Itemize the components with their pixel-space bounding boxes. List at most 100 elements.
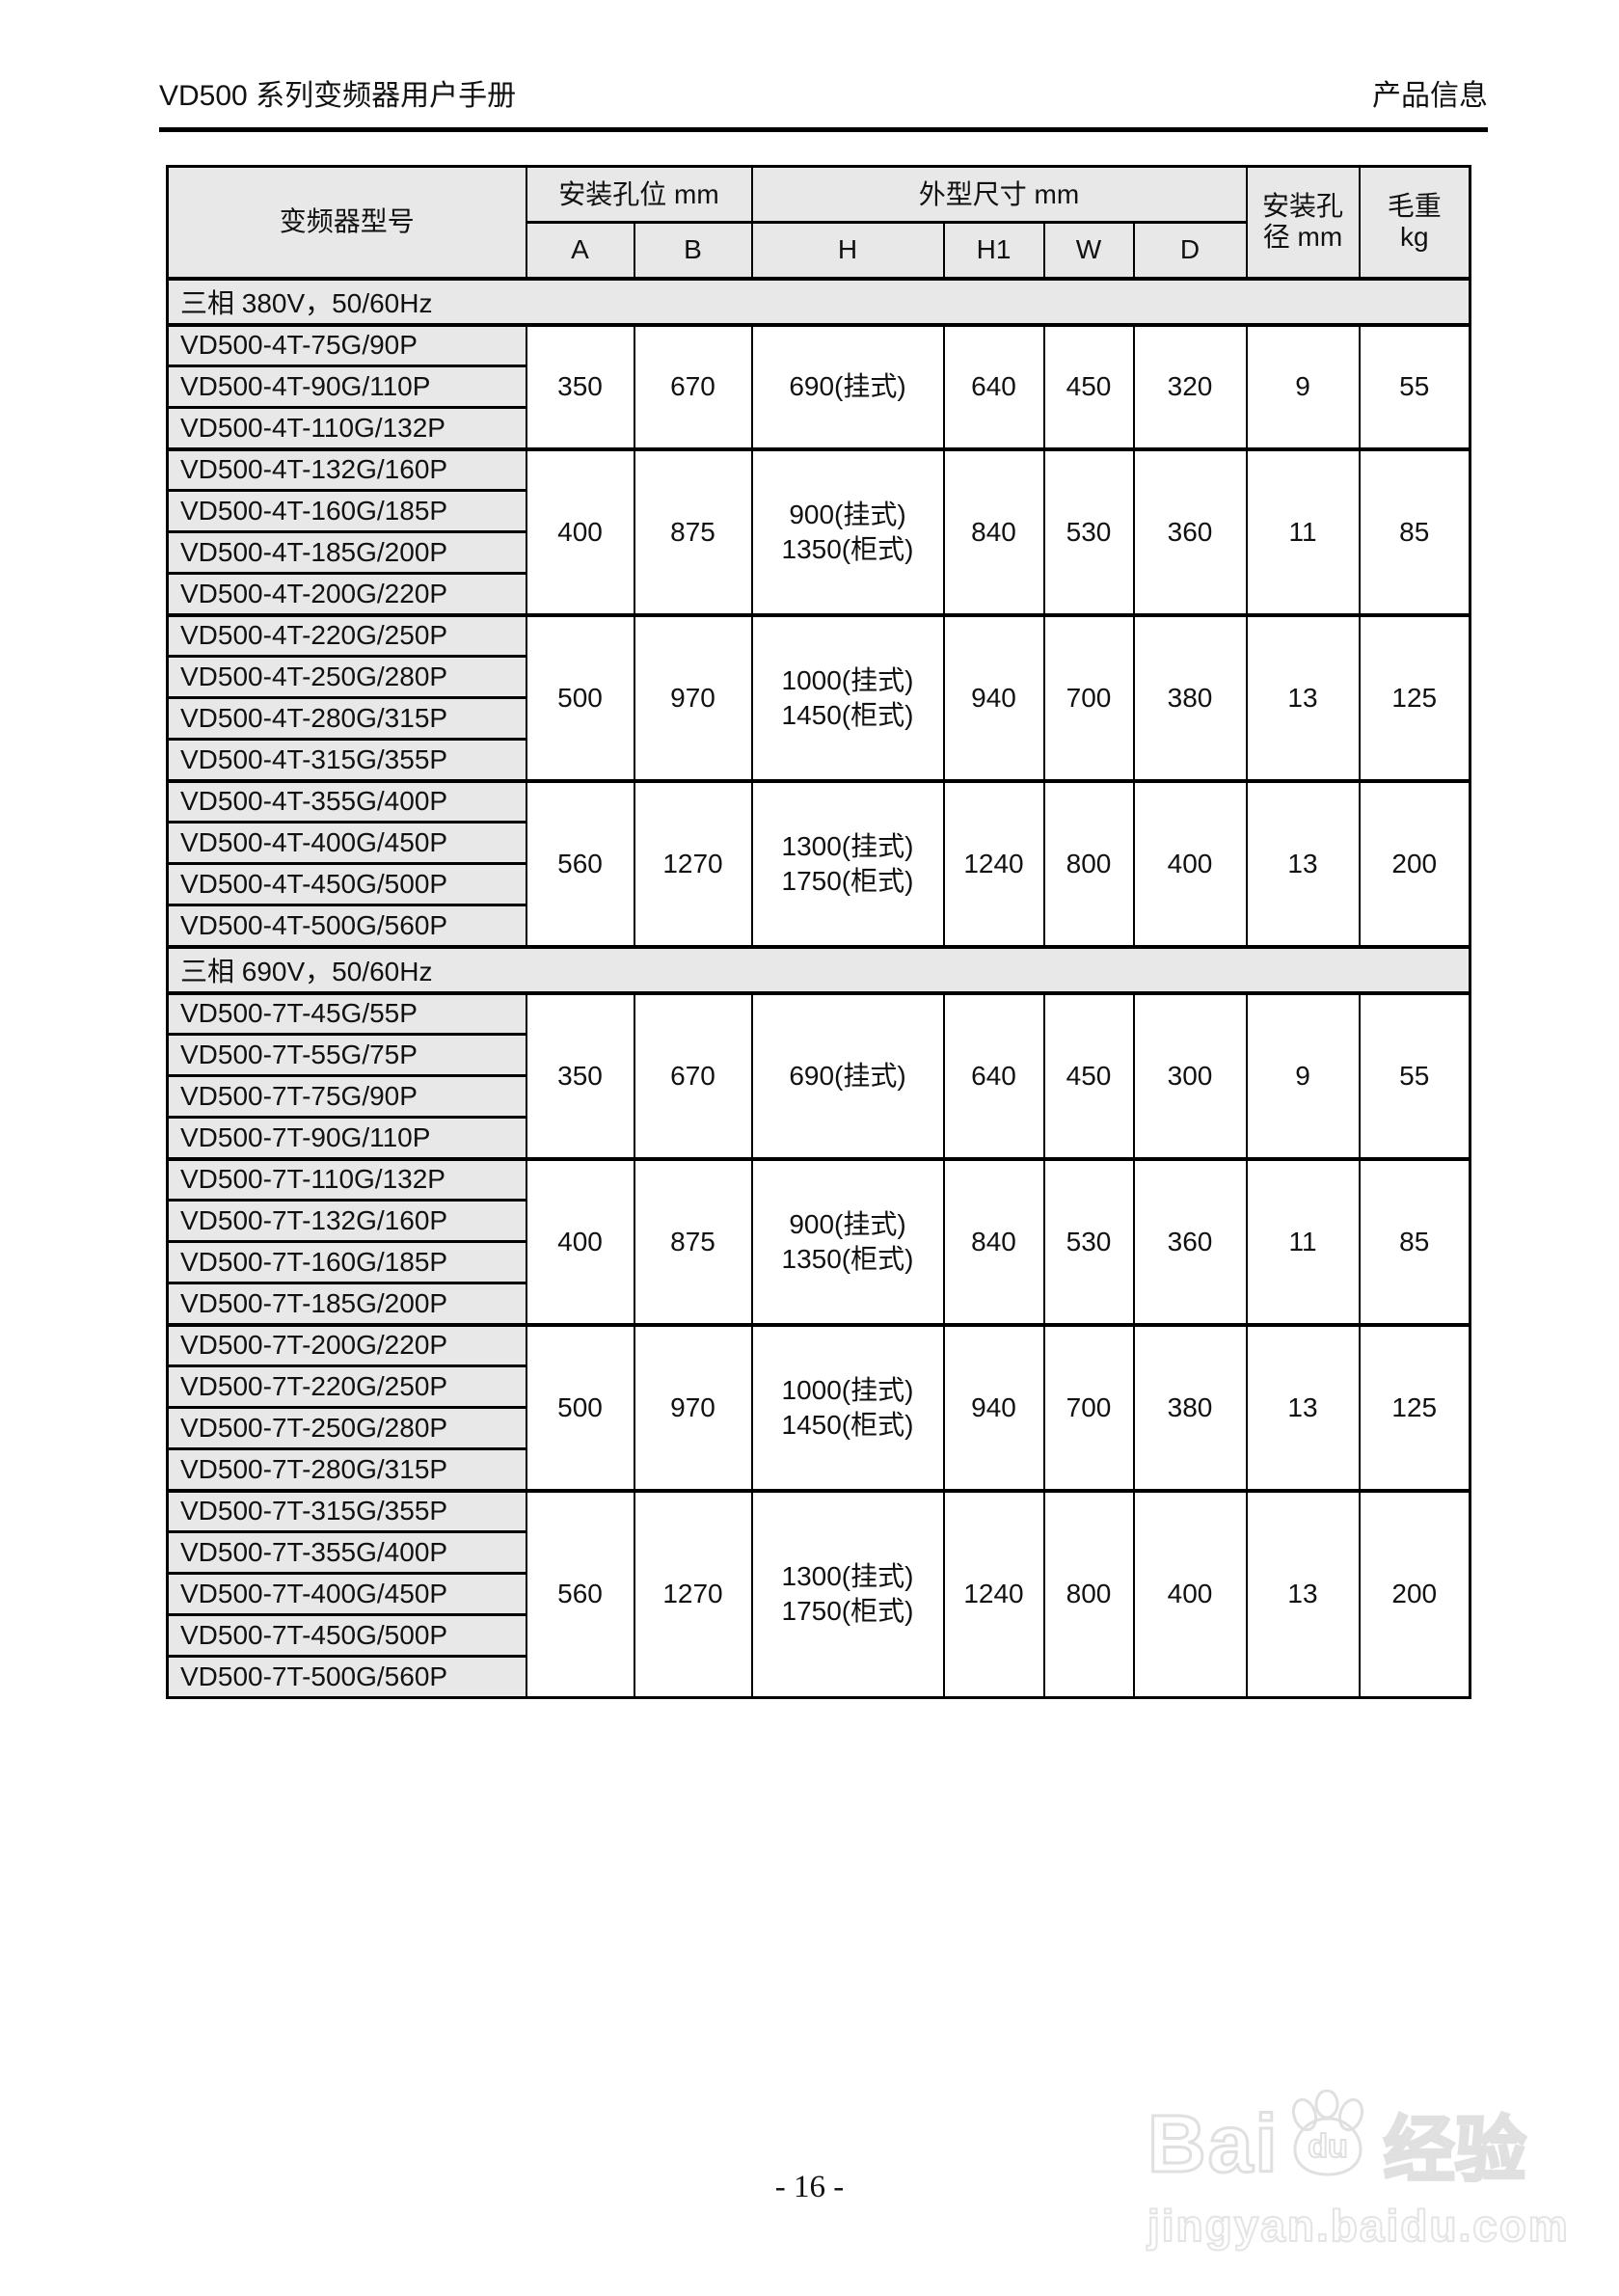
value-cell-h1: 640 xyxy=(942,322,1045,450)
value-cell-b: 970 xyxy=(633,612,753,782)
column-header-h: H xyxy=(750,221,945,281)
table-row: VD500-4T-500G/560P xyxy=(166,904,1471,948)
value-cell-a: 400 xyxy=(525,446,635,616)
value-cell-b: 875 xyxy=(633,446,753,616)
model-cell: VD500-4T-185G/200P xyxy=(166,530,527,575)
value-cell-h1: 640 xyxy=(942,990,1045,1160)
model-cell: VD500-7T-90G/110P xyxy=(166,1116,527,1160)
table-row: VD500-4T-200G/220P xyxy=(166,572,1471,616)
table-row: VD500-7T-315G/355P 560 1270 1300(挂式) 1750(柜式… xyxy=(166,1488,1471,1699)
page-header: VD500 系列变频器用户手册 产品信息 xyxy=(159,71,1488,132)
value-cell-h: 1000(挂式) 1450(柜式) xyxy=(750,1322,945,1492)
table-row: VD500-7T-355G/400P xyxy=(166,1530,1471,1575)
model-cell: VD500-4T-200G/220P xyxy=(166,572,527,616)
model-cell: VD500-4T-355G/400P xyxy=(166,778,527,824)
value-cell-h1: 840 xyxy=(942,446,1045,616)
spec-table-container: 变频器型号 安装孔位 mm 外型尺寸 mm 安装孔径 mm 毛重 kg A B H… xyxy=(166,165,1471,1699)
value-cell-hole-diameter: 13 xyxy=(1245,1322,1361,1492)
column-header-w: W xyxy=(1042,221,1135,281)
section-row: 三相 690V，50/60Hz xyxy=(166,944,1471,995)
value-cell-hole-diameter: 9 xyxy=(1245,322,1361,450)
model-cell: VD500-7T-250G/280P xyxy=(166,1406,527,1450)
model-cell: VD500-4T-500G/560P xyxy=(166,904,527,948)
weight-line2: kg xyxy=(1399,222,1429,253)
column-header-a: A xyxy=(525,221,635,281)
value-cell-h: 1000(挂式) 1450(柜式) xyxy=(750,612,945,782)
model-cell: VD500-7T-110G/132P xyxy=(166,1156,527,1202)
value-cell-h1: 940 xyxy=(942,612,1045,782)
value-cell-d: 400 xyxy=(1132,778,1248,948)
table-row: VD500-7T-110G/132P 400 875 900(挂式) 1350(柜式) 8… xyxy=(166,1156,1471,1326)
table-row: VD500-7T-250G/280P xyxy=(166,1406,1471,1450)
value-cell-h: 900(挂式) 1350(柜式) xyxy=(750,1156,945,1326)
value-cell-a: 560 xyxy=(525,778,635,948)
value-cell-weight: 85 xyxy=(1358,446,1471,616)
header-row-1: 变频器型号 安装孔位 mm 外型尺寸 mm 安装孔径 mm 毛重 kg xyxy=(166,165,1471,280)
table-row: VD500-7T-280G/315P xyxy=(166,1447,1471,1492)
baidu-watermark: Bai du 经验 jingyan.baidu.com xyxy=(1147,2089,1570,2252)
value-cell-hole-diameter: 9 xyxy=(1245,990,1361,1160)
table-row: VD500-4T-132G/160P 400 875 900(挂式) 1350(柜式) 8… xyxy=(166,446,1471,616)
value-cell-h: 690(挂式) xyxy=(750,322,945,450)
value-cell-d: 300 xyxy=(1132,990,1248,1160)
table-row: VD500-7T-90G/110P xyxy=(166,1116,1471,1160)
value-cell-a: 560 xyxy=(525,1488,635,1699)
table-row: VD500-4T-400G/450P xyxy=(166,821,1471,865)
model-cell: VD500-7T-500G/560P xyxy=(166,1655,527,1699)
value-cell-h: 900(挂式) 1350(柜式) xyxy=(750,446,945,616)
value-cell-w: 530 xyxy=(1042,1156,1135,1326)
value-cell-b: 670 xyxy=(633,990,753,1160)
hole-diameter-line1: 安装孔 xyxy=(1261,191,1343,222)
model-cell: VD500-4T-250G/280P xyxy=(166,655,527,699)
value-cell-weight: 200 xyxy=(1358,778,1471,948)
column-header-weight: 毛重 kg xyxy=(1358,165,1471,280)
value-cell-h: 1300(挂式) 1750(柜式) xyxy=(750,1488,945,1699)
value-cell-b: 670 xyxy=(633,322,753,450)
value-cell-w: 700 xyxy=(1042,612,1135,782)
table-row: VD500-7T-132G/160P xyxy=(166,1199,1471,1243)
value-cell-weight: 55 xyxy=(1358,990,1471,1160)
watermark-url: jingyan.baidu.com xyxy=(1147,2200,1570,2252)
value-cell-h: 690(挂式) xyxy=(750,990,945,1160)
model-cell: VD500-7T-132G/160P xyxy=(166,1199,527,1243)
value-cell-hole-diameter: 13 xyxy=(1245,1488,1361,1699)
value-cell-a: 500 xyxy=(525,612,635,782)
value-cell-a: 500 xyxy=(525,1322,635,1492)
model-cell: VD500-7T-45G/55P xyxy=(166,990,527,1036)
column-header-model: 变频器型号 xyxy=(166,165,527,280)
model-cell: VD500-7T-160G/185P xyxy=(166,1240,527,1284)
hole-diameter-line2: 径 mm xyxy=(1262,222,1343,253)
watermark-du-text: du xyxy=(1308,2128,1348,2165)
model-cell: VD500-4T-315G/355P xyxy=(166,738,527,782)
value-cell-d: 360 xyxy=(1132,1156,1248,1326)
spec-table: 变频器型号 安装孔位 mm 外型尺寸 mm 安装孔径 mm 毛重 kg A B H… xyxy=(166,165,1471,1699)
section-row: 三相 380V，50/60Hz xyxy=(166,276,1471,327)
value-cell-w: 450 xyxy=(1042,990,1135,1160)
table-row: VD500-4T-280G/315P xyxy=(166,696,1471,741)
model-cell: VD500-4T-280G/315P xyxy=(166,696,527,741)
model-cell: VD500-4T-90G/110P xyxy=(166,365,527,409)
model-cell: VD500-4T-400G/450P xyxy=(166,821,527,865)
table-row: VD500-7T-45G/55P 350 670 690(挂式) 640 450 300 9 5… xyxy=(166,990,1471,1160)
watermark-logo-row: Bai du 经验 xyxy=(1147,2089,1570,2196)
value-cell-weight: 55 xyxy=(1358,322,1471,450)
value-cell-b: 875 xyxy=(633,1156,753,1326)
table-row: VD500-4T-75G/90P 350 670 690(挂式) 640 450 320 9 5… xyxy=(166,322,1471,450)
weight-line1: 毛重 xyxy=(1387,191,1442,222)
value-cell-hole-diameter: 13 xyxy=(1245,612,1361,782)
value-cell-w: 700 xyxy=(1042,1322,1135,1492)
value-cell-weight: 85 xyxy=(1358,1156,1471,1326)
model-cell: VD500-7T-450G/500P xyxy=(166,1613,527,1658)
column-header-dimensions: 外型尺寸 mm xyxy=(750,165,1248,224)
table-row: VD500-4T-315G/355P xyxy=(166,738,1471,782)
table-row: VD500-7T-450G/500P xyxy=(166,1613,1471,1658)
model-cell: VD500-7T-315G/355P xyxy=(166,1488,527,1533)
value-cell-h1: 940 xyxy=(942,1322,1045,1492)
table-row: VD500-7T-400G/450P xyxy=(166,1572,1471,1616)
table-row: VD500-4T-110G/132P xyxy=(166,406,1471,450)
table-row: VD500-4T-250G/280P xyxy=(166,655,1471,699)
table-row: VD500-7T-75G/90P xyxy=(166,1074,1471,1119)
model-cell: VD500-4T-132G/160P xyxy=(166,446,527,492)
table-row: VD500-4T-90G/110P xyxy=(166,365,1471,409)
